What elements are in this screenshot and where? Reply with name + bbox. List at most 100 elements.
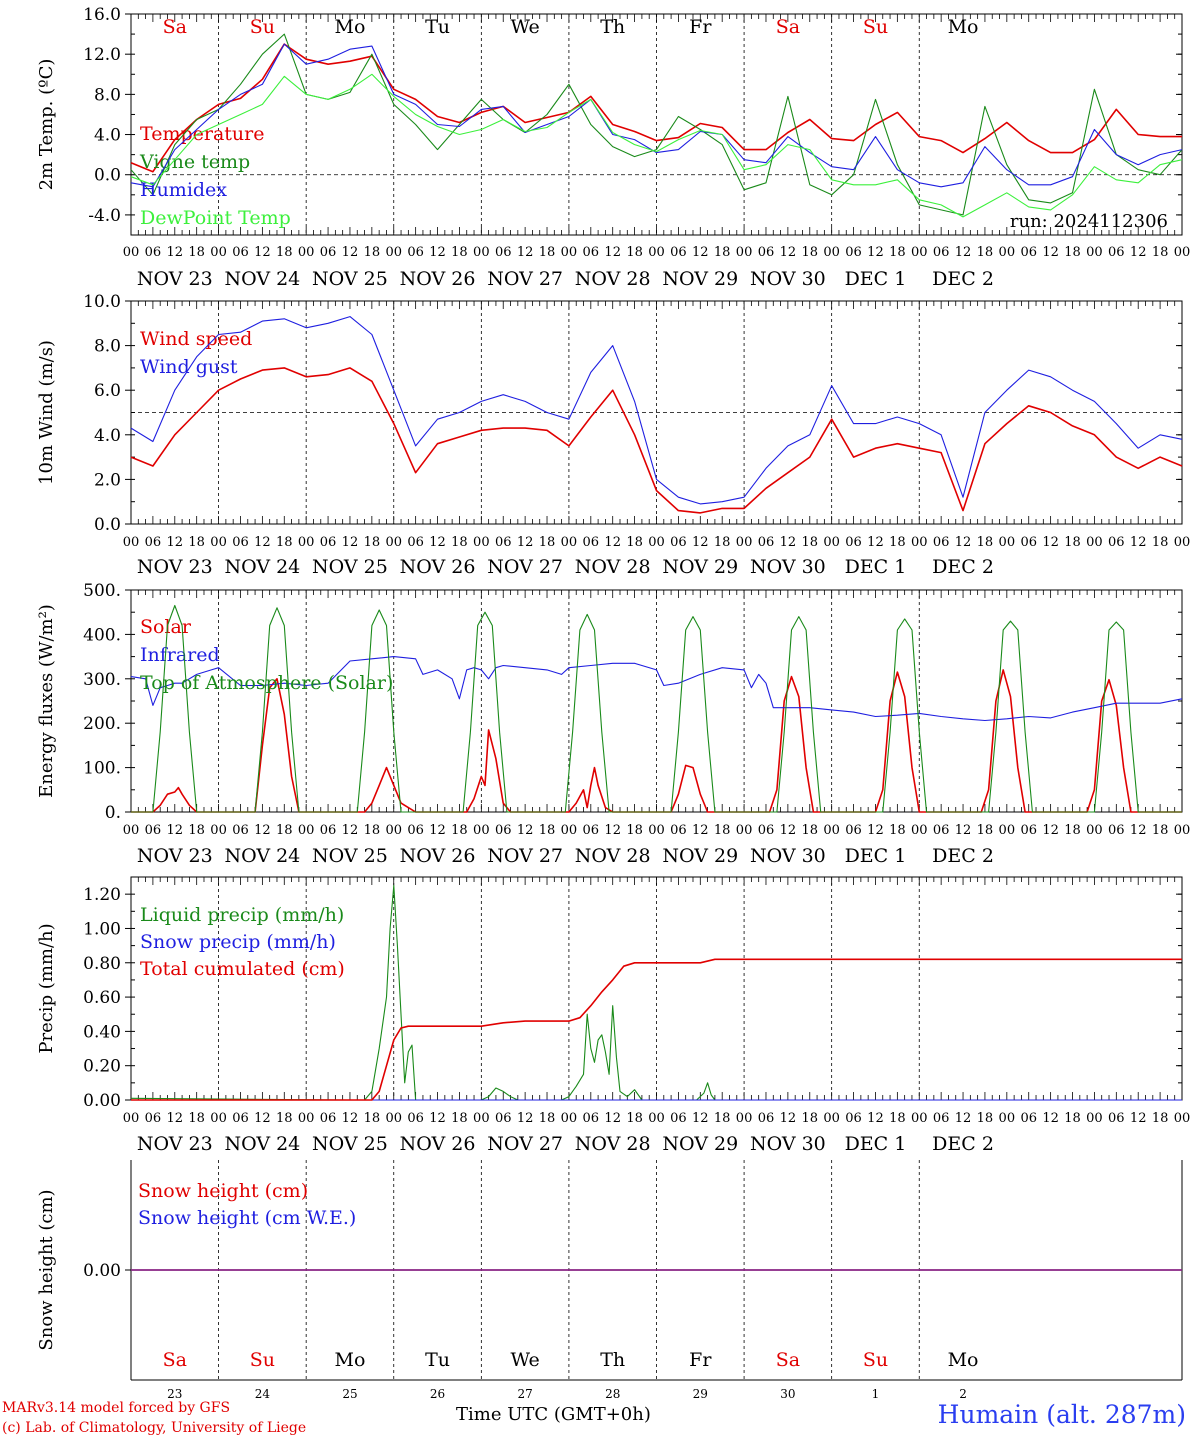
date-label: NOV 23 <box>137 556 213 578</box>
hour-tick-label: 12 <box>955 1111 972 1126</box>
hour-tick-label: 12 <box>1130 535 1147 550</box>
date-label: DEC 1 <box>845 556 907 578</box>
hour-tick-label: 00 <box>210 823 227 838</box>
date-label: NOV 30 <box>750 845 826 867</box>
date-label: NOV 27 <box>487 268 563 290</box>
hour-tick-label: 06 <box>758 1111 775 1126</box>
hour-tick-label: 12 <box>254 1111 271 1126</box>
weekday-label: Sa <box>163 1349 187 1371</box>
legend-entry: Vigne temp <box>139 151 250 173</box>
hour-tick-label: 00 <box>911 245 928 260</box>
y-tick-label: 0.20 <box>83 1057 121 1077</box>
hour-tick-label: 06 <box>1020 823 1037 838</box>
series-line <box>130 885 1182 1101</box>
legend-entry: Wind speed <box>140 328 252 350</box>
hour-tick-label: 12 <box>604 245 621 260</box>
y-tick-label: 4.0 <box>94 426 121 446</box>
hour-tick-label: 06 <box>495 823 512 838</box>
day-number-label: 25 <box>342 1387 357 1401</box>
hour-tick-label: 00 <box>823 1111 840 1126</box>
day-number-label: 28 <box>605 1387 620 1401</box>
hour-tick-label: 06 <box>145 245 162 260</box>
hour-tick-label: 00 <box>561 1111 578 1126</box>
hour-tick-label: 12 <box>692 823 709 838</box>
hour-tick-label: 18 <box>451 245 468 260</box>
hour-tick-label: 00 <box>473 823 490 838</box>
hour-tick-label: 06 <box>670 535 687 550</box>
series-line <box>131 604 1182 813</box>
day-number-label: 1 <box>872 1387 880 1401</box>
hour-tick-label: 18 <box>889 245 906 260</box>
hour-tick-label: 18 <box>626 245 643 260</box>
hour-tick-label: 18 <box>714 823 731 838</box>
hour-tick-label: 06 <box>495 1111 512 1126</box>
hour-tick-label: 00 <box>385 245 402 260</box>
hour-tick-label: 00 <box>1174 245 1191 260</box>
series-line <box>130 367 1183 514</box>
hour-tick-label: 06 <box>845 245 862 260</box>
date-label: DEC 2 <box>932 1133 994 1155</box>
hour-tick-label: 06 <box>320 823 337 838</box>
legend-entry: Snow height (cm W.E.) <box>138 1207 356 1229</box>
weekday-label: Fr <box>689 1349 712 1371</box>
legend-entry: Wind gust <box>140 356 238 378</box>
date-label: NOV 25 <box>312 268 388 290</box>
hour-tick-label: 00 <box>823 245 840 260</box>
date-label: NOV 29 <box>662 1133 738 1155</box>
weekday-label: Mo <box>948 1349 979 1371</box>
date-label: DEC 2 <box>932 268 994 290</box>
panel-2: 10.0 8.0 6.0 4.0 2.0 0.0 10m Wind (m/s) Wind sp… <box>36 292 1190 578</box>
hour-tick-label: 00 <box>123 245 140 260</box>
series-line <box>130 43 1183 188</box>
hour-tick-label: 06 <box>583 535 600 550</box>
hour-tick-label: 12 <box>167 245 184 260</box>
date-label: NOV 28 <box>575 268 651 290</box>
day-number-label: 29 <box>693 1387 708 1401</box>
hour-tick-label: 18 <box>714 245 731 260</box>
hour-tick-label: 12 <box>167 823 184 838</box>
hour-tick-label: 18 <box>801 823 818 838</box>
station-name: Humain (alt. 287m) <box>937 1400 1186 1429</box>
hour-tick-label: 12 <box>342 1111 359 1126</box>
hour-tick-label: 00 <box>648 535 665 550</box>
hour-tick-label: 12 <box>254 535 271 550</box>
hour-tick-label: 06 <box>232 823 249 838</box>
hour-tick-label: 06 <box>933 1111 950 1126</box>
weekday-label: Su <box>863 16 888 38</box>
legend-entry: Liquid precip (mm/h) <box>140 904 344 926</box>
hour-tick-label: 12 <box>429 245 446 260</box>
y-tick-label: 0.00 <box>83 1261 121 1281</box>
weekday-label: Th <box>600 1349 625 1371</box>
legend-entry: Solar <box>140 616 192 638</box>
series-line <box>130 316 1183 505</box>
hour-tick-label: 06 <box>758 245 775 260</box>
hour-tick-label: 18 <box>801 245 818 260</box>
hour-tick-label: 12 <box>517 823 534 838</box>
hour-tick-label: 00 <box>385 823 402 838</box>
date-label: DEC 2 <box>932 845 994 867</box>
hour-tick-label: 12 <box>867 1111 884 1126</box>
hour-tick-label: 00 <box>1086 535 1103 550</box>
weekday-label: Fr <box>689 16 712 38</box>
hour-tick-label: 18 <box>539 245 556 260</box>
y-tick-label: 100. <box>83 759 121 779</box>
hour-tick-label: 00 <box>210 245 227 260</box>
hour-tick-label: 06 <box>232 535 249 550</box>
hour-tick-label: 18 <box>276 823 293 838</box>
date-label: NOV 24 <box>224 556 300 578</box>
hour-tick-label: 18 <box>364 823 381 838</box>
hour-tick-label: 06 <box>670 1111 687 1126</box>
hour-tick-label: 18 <box>1152 245 1169 260</box>
hour-tick-label: 00 <box>648 245 665 260</box>
day-number-label: 26 <box>430 1387 445 1401</box>
hour-tick-label: 12 <box>1042 823 1059 838</box>
hour-tick-label: 06 <box>1108 823 1125 838</box>
hour-tick-label: 00 <box>210 535 227 550</box>
hour-tick-label: 06 <box>232 1111 249 1126</box>
date-label: NOV 30 <box>750 556 826 578</box>
hour-tick-label: 18 <box>188 1111 205 1126</box>
credits: MARv3.14 model forced by GFS (c) Lab. of… <box>2 1398 306 1438</box>
hour-tick-label: 00 <box>123 823 140 838</box>
hour-tick-label: 06 <box>583 1111 600 1126</box>
